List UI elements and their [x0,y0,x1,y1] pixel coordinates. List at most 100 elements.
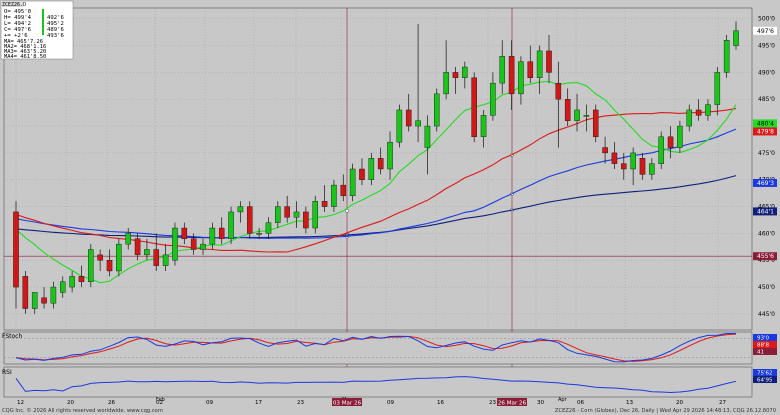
candle[interactable] [649,158,655,180]
candle[interactable] [602,136,608,164]
candle[interactable] [228,206,234,245]
candle[interactable] [368,152,375,186]
candle[interactable] [134,233,141,261]
candle[interactable] [181,222,188,245]
candle[interactable] [546,34,552,84]
price-tick-label: 455'0 [758,257,775,264]
candle[interactable] [443,40,449,100]
candle[interactable] [452,67,459,94]
candle[interactable] [321,185,328,212]
candle[interactable] [162,244,169,271]
candle[interactable] [471,72,477,143]
candle[interactable] [639,152,646,180]
candle-body-up [462,66,468,78]
candle[interactable] [733,21,739,50]
candle[interactable] [303,206,309,234]
date-day-label: 20 [676,400,684,406]
date-day-label: 12 [17,400,24,406]
candle[interactable] [583,104,590,132]
price-tick-label: 495'0 [758,43,775,50]
candle[interactable] [695,99,702,121]
candle[interactable] [490,72,496,121]
date-day-label: 06 [577,400,585,406]
candle[interactable] [153,233,160,271]
candle[interactable] [22,270,29,314]
candle[interactable] [144,238,150,261]
readout-open: O= 495'0 [4,9,31,15]
candle[interactable] [340,174,347,202]
ma-red-tag-bg [753,127,777,136]
candle[interactable] [555,61,562,148]
candle[interactable] [293,201,300,229]
candle[interactable] [97,249,103,271]
candle[interactable] [677,120,683,153]
candle[interactable] [265,217,272,239]
candle[interactable] [349,163,356,202]
candle[interactable] [31,292,38,314]
candle[interactable] [462,61,468,89]
candle[interactable] [499,40,506,94]
candle[interactable] [574,93,580,132]
candle-body-up [518,61,524,95]
candle[interactable] [527,45,534,84]
candle[interactable] [256,228,262,239]
price-tick-label: 445'0 [758,311,775,318]
candle[interactable] [377,147,384,175]
candle[interactable] [705,99,711,121]
candle-body-down [564,99,571,121]
candle[interactable] [480,109,487,148]
candle[interactable] [630,147,636,186]
candle[interactable] [125,228,131,250]
candle[interactable] [116,238,122,277]
candle[interactable] [667,126,674,159]
candle[interactable] [209,222,216,250]
candle[interactable] [59,276,66,298]
candle[interactable] [434,88,440,132]
candle[interactable] [686,104,693,132]
candle-body-up [490,82,496,116]
candle[interactable] [172,222,178,266]
candle[interactable] [592,104,599,143]
candle[interactable] [396,104,403,148]
candle-body-up [733,30,739,46]
candle[interactable] [312,195,318,234]
candle[interactable] [723,34,730,78]
candle[interactable] [415,24,421,143]
fstoch-label: FStoch [2,333,22,340]
candle[interactable] [50,281,57,309]
candle[interactable] [284,195,290,223]
candle[interactable] [424,115,431,175]
candles[interactable] [13,21,739,314]
candle[interactable] [359,158,365,186]
ma-blue-tag-bg [753,178,777,187]
candle[interactable] [387,131,393,180]
candle[interactable] [518,56,524,105]
fstoch-tag-a-bg [753,334,777,341]
readout-ma2: MA2= 468'1.16 [4,44,46,50]
candle[interactable] [190,233,197,255]
price-tick-label: 490'0 [758,69,775,76]
candle[interactable] [200,238,206,255]
candle[interactable] [13,201,19,309]
candle[interactable] [405,93,412,132]
candle[interactable] [88,244,94,288]
candle[interactable] [246,201,253,239]
candle-body-down [106,260,113,272]
candle[interactable] [621,152,627,180]
candle[interactable] [658,131,664,169]
candle[interactable] [331,179,337,212]
candle[interactable] [218,217,225,245]
candle[interactable] [237,201,244,223]
candle[interactable] [714,67,721,116]
candle[interactable] [508,40,515,110]
candle[interactable] [275,201,281,229]
candle[interactable] [564,88,571,127]
candle-body-down [667,136,674,148]
candle[interactable] [106,249,113,277]
candle[interactable] [78,265,85,288]
candle[interactable] [41,287,47,309]
candle[interactable] [611,142,618,169]
candle[interactable] [536,45,543,94]
candle[interactable] [69,270,75,293]
